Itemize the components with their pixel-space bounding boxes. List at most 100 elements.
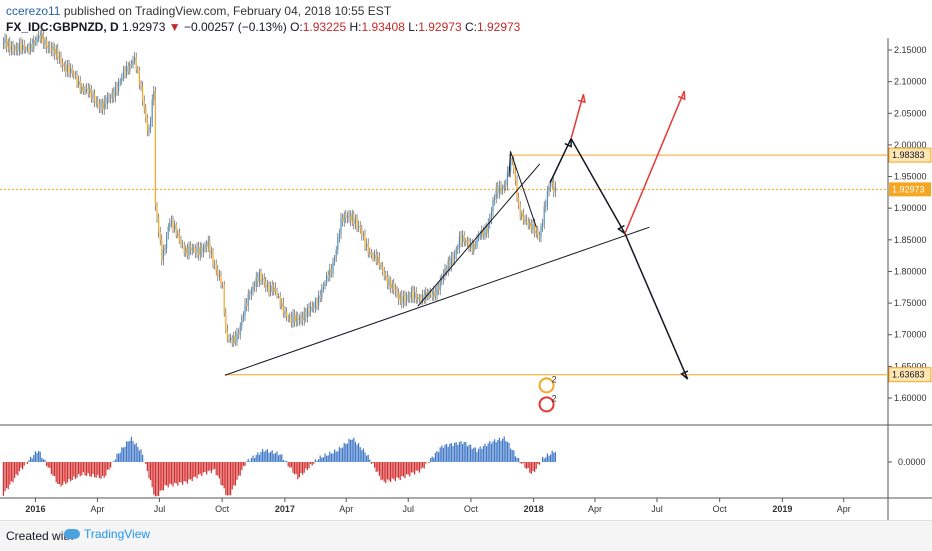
histogram-bar (73, 462, 74, 476)
histogram-bar (464, 442, 465, 462)
candle-body (465, 241, 466, 242)
histogram-bar (152, 462, 153, 487)
candle-body (179, 234, 180, 242)
candle-body (360, 226, 361, 228)
candle-body (75, 76, 76, 77)
candle-body (496, 187, 497, 197)
histogram-bar (200, 462, 201, 474)
histogram-bar (281, 454, 282, 462)
candle-body (460, 237, 461, 242)
histogram-bar (268, 453, 269, 462)
histogram-bar (403, 462, 404, 477)
candle-body (177, 234, 178, 236)
candle-body (169, 224, 170, 227)
candle-body (520, 205, 521, 217)
candle-body (382, 265, 383, 271)
histogram-bar (305, 462, 306, 468)
histogram-bar (331, 454, 332, 462)
histogram-bar (275, 453, 276, 462)
candle-body (544, 207, 545, 224)
candle-body (99, 103, 100, 107)
histogram-bar (452, 446, 453, 462)
candle-body (379, 257, 380, 267)
histogram-bar (446, 444, 447, 462)
candle-body (449, 261, 450, 266)
candle-body (296, 315, 297, 321)
histogram-bar (148, 462, 149, 478)
candle-body (328, 275, 329, 278)
histogram-bar (299, 462, 300, 477)
histogram-bar (188, 462, 189, 480)
candle-body (38, 36, 39, 38)
histogram-bar (49, 462, 50, 468)
histogram-bar (204, 462, 205, 472)
candle-body (25, 49, 26, 50)
candle-body (156, 205, 157, 217)
candle-body (96, 102, 97, 103)
candle-body (52, 46, 53, 51)
candle-body (336, 250, 337, 258)
histogram-bar (355, 442, 356, 462)
candle-body (276, 292, 277, 296)
candle-body (436, 286, 437, 296)
histogram-bar (235, 462, 236, 485)
histogram-bar (60, 462, 61, 487)
candle-body (297, 315, 298, 320)
histogram-bar (321, 458, 322, 462)
histogram-bar (344, 443, 345, 462)
candle-body (387, 276, 388, 285)
histogram-bar (284, 461, 285, 462)
candle-body (272, 285, 273, 292)
candle-body (67, 65, 68, 72)
histogram-bar (441, 445, 442, 462)
histogram-bar (507, 442, 508, 462)
histogram-bar (89, 462, 90, 476)
histogram-bar (404, 462, 405, 478)
histogram-bar (262, 449, 263, 462)
histogram-bar (179, 462, 180, 482)
candle-body (452, 257, 453, 259)
histogram-bar (76, 462, 77, 478)
histogram-bar (59, 462, 60, 484)
histogram-bar (457, 445, 458, 462)
candle-body (494, 198, 495, 200)
candle-body (152, 100, 153, 122)
histogram-bar (20, 462, 21, 468)
histogram-bar (401, 462, 402, 476)
histogram-bar (537, 462, 538, 464)
histogram-bar (68, 462, 69, 479)
candle-body (158, 217, 159, 232)
candle-body (116, 87, 117, 91)
candle-body (28, 47, 29, 52)
candle-body (430, 293, 431, 295)
histogram-bar (128, 442, 129, 462)
histogram-bar (48, 462, 49, 467)
histogram-bar (409, 462, 410, 476)
histogram-bar (288, 462, 289, 466)
candle-body (228, 340, 229, 341)
candle-body (46, 40, 47, 48)
histogram-bar (470, 445, 471, 462)
candle-body (14, 50, 15, 51)
candle-body (168, 227, 169, 235)
candle-body (532, 224, 533, 230)
histogram-bar (124, 447, 125, 462)
histogram-bar (46, 462, 47, 466)
histogram-bar (145, 462, 146, 464)
histogram-bar (171, 462, 172, 484)
candle-body (192, 248, 193, 250)
time-tick-label: Apr (339, 504, 353, 514)
time-tick-label: 2016 (25, 504, 45, 514)
candle-body (313, 307, 314, 308)
candle-body (380, 265, 381, 266)
candle-body (235, 336, 236, 342)
candle-body (60, 57, 61, 62)
candle-body (153, 91, 154, 100)
candle-body (324, 283, 325, 286)
candle-body (97, 102, 98, 104)
histogram-bar (176, 462, 177, 483)
tradingview-logo[interactable]: TradingView (64, 527, 150, 541)
price-chart[interactable]: 2.150002.100002.050002.000001.950001.900… (0, 0, 932, 520)
histogram-bar (36, 453, 37, 462)
